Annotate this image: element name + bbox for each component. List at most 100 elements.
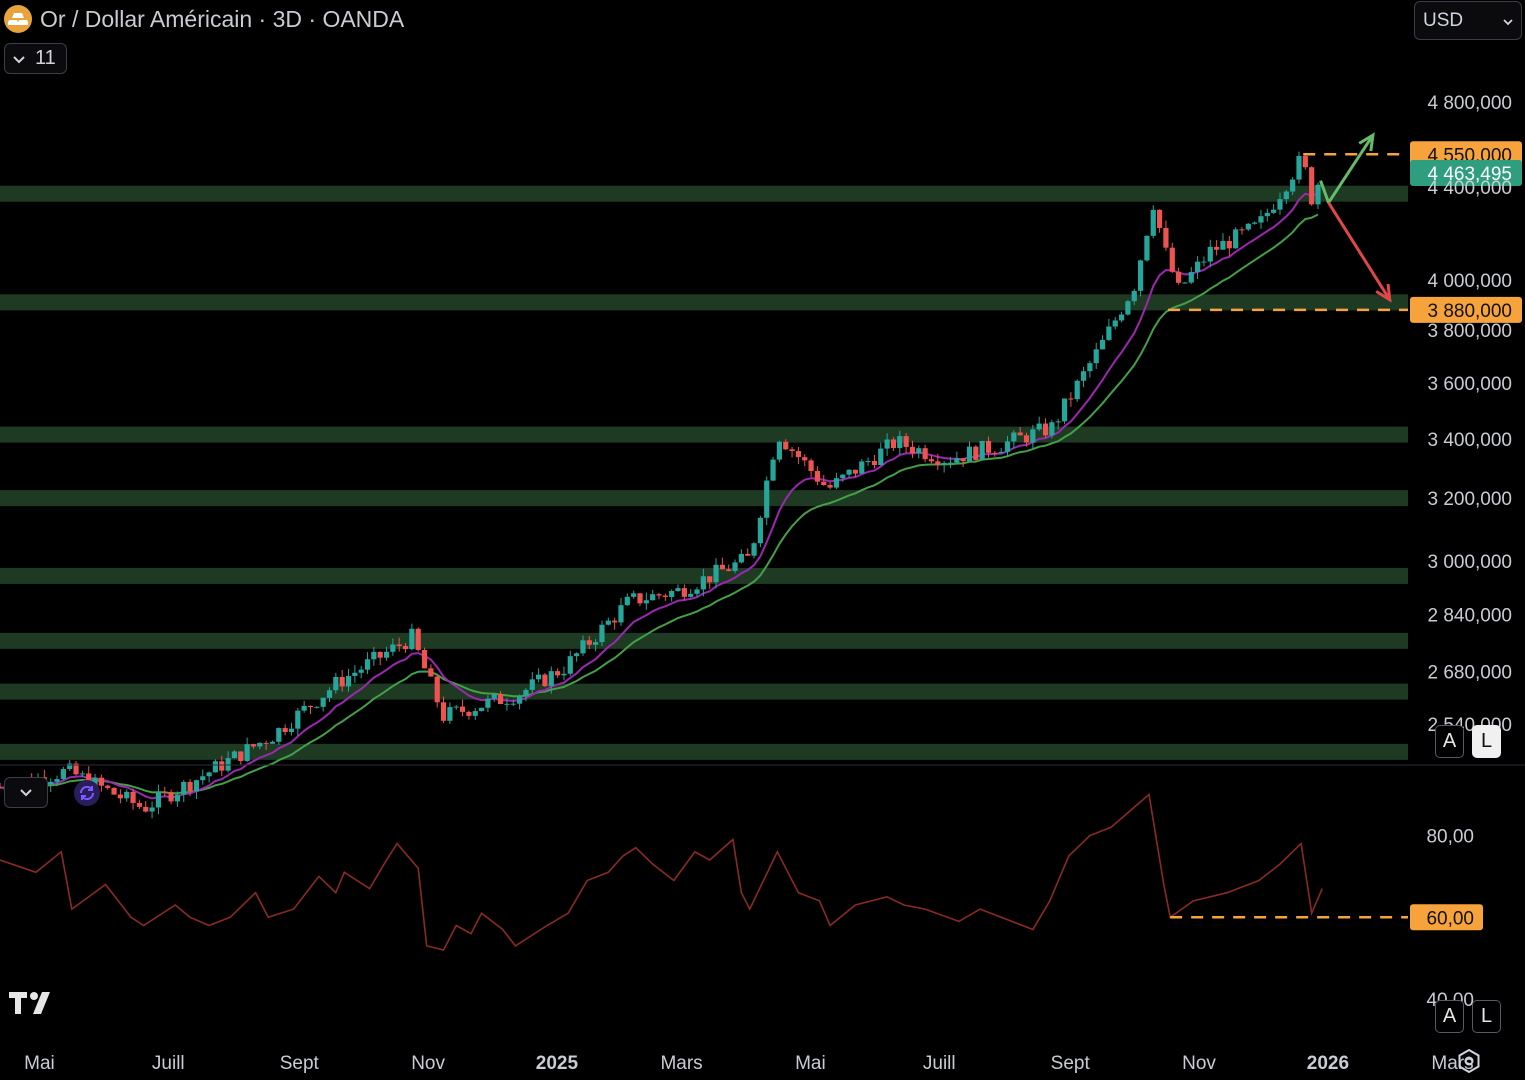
candle: [865, 457, 871, 466]
indicators-collapse-button[interactable]: 11: [4, 43, 67, 74]
candle: [352, 665, 358, 683]
candle-body: [377, 651, 383, 658]
candle-body: [770, 459, 776, 481]
candle: [276, 727, 282, 745]
candle-body: [193, 780, 200, 792]
candlestick-series: [0, 151, 1321, 819]
candle-body: [897, 436, 903, 449]
time-tick-label: Mars: [660, 1053, 702, 1074]
candle: [117, 789, 123, 804]
candle-body: [1106, 326, 1112, 340]
auto-scale-button[interactable]: A: [1435, 725, 1464, 758]
candle: [295, 708, 301, 736]
candle: [187, 779, 193, 796]
candle-body: [935, 461, 941, 466]
candle: [643, 592, 649, 610]
tradingview-logo[interactable]: [8, 990, 58, 1021]
level-label: 3 880,000: [1427, 301, 1512, 322]
pane-collapse-button[interactable]: [4, 777, 48, 808]
candle-body: [345, 675, 352, 687]
candle-body: [656, 594, 662, 596]
candle-body: [358, 669, 364, 673]
sr-zone: [0, 567, 1408, 584]
candle: [111, 787, 117, 795]
candle: [1004, 435, 1011, 458]
candle: [548, 666, 554, 694]
time-tick-label: Juill: [152, 1053, 185, 1074]
candle: [536, 668, 542, 683]
candle: [795, 446, 802, 465]
candle: [726, 564, 732, 572]
time-axis[interactable]: Mai Juill Sept Nov 2025 Mars Mai Juill Sept Nov 20…: [24, 1053, 1473, 1074]
chevron-down-icon: [1503, 10, 1513, 32]
candle: [561, 666, 567, 681]
rsi-auto-scale-button[interactable]: A: [1435, 1000, 1464, 1033]
sr-zone: [0, 632, 1408, 649]
sr-zone: [0, 426, 1408, 443]
candle-body: [586, 640, 592, 645]
candle-body: [1302, 155, 1308, 168]
candle: [383, 646, 390, 661]
candle-body: [320, 697, 326, 707]
time-tick-label: Sept: [1051, 1053, 1091, 1074]
candle-body: [985, 440, 992, 453]
candle-body: [263, 742, 269, 744]
candle: [871, 454, 878, 469]
candle-body: [1169, 247, 1175, 272]
candle-body: [536, 674, 542, 680]
settings-gear-icon[interactable]: [1456, 1048, 1482, 1079]
candle-body: [1068, 398, 1074, 400]
candle-body: [415, 628, 421, 650]
sr-zone: [0, 185, 1408, 202]
candle-body: [295, 710, 301, 729]
candle-body: [459, 706, 466, 712]
price-tick-label: 2 680,000: [1427, 662, 1512, 683]
level-label-box: [1410, 296, 1522, 323]
symbol-title[interactable]: Or / Dollar Américain · 3D · OANDA: [40, 6, 405, 32]
price-tick-label: 3 600,000: [1427, 374, 1512, 395]
candle: [269, 740, 276, 744]
rsi-pane: 60,00: [0, 792, 1483, 951]
candle-body: [1093, 349, 1099, 364]
currency-select[interactable]: USD: [1414, 1, 1522, 40]
candle-body: [1099, 339, 1106, 350]
candle-body: [1245, 223, 1251, 230]
candle-body: [719, 564, 725, 570]
candle: [656, 592, 662, 600]
sr-zone: [0, 683, 1408, 700]
candle-body: [821, 481, 827, 486]
rsi-log-scale-button[interactable]: L: [1472, 1000, 1501, 1033]
sync-icon[interactable]: [74, 780, 100, 806]
candle-body: [1188, 272, 1194, 283]
candle: [897, 430, 903, 455]
candle-body: [0, 787, 3, 789]
candle: [1277, 192, 1283, 215]
candle-body: [371, 651, 377, 660]
moving-averages: [0, 192, 1319, 800]
candle-body: [738, 553, 744, 563]
candle-body: [947, 462, 954, 464]
candle: [1118, 311, 1125, 323]
candle: [593, 639, 599, 652]
candle-body: [992, 452, 998, 454]
candle-body: [909, 446, 916, 454]
candle-body: [472, 711, 478, 716]
candle-body: [567, 656, 573, 674]
candle: [890, 437, 897, 452]
candle-body: [130, 791, 136, 803]
candle-body: [1150, 209, 1156, 236]
candle-body: [231, 751, 238, 759]
candle: [1239, 227, 1245, 235]
candle-body: [1233, 229, 1239, 249]
candle: [200, 769, 206, 785]
candle-body: [865, 461, 871, 463]
candle-body: [1226, 240, 1232, 249]
time-tick-label: 2025: [536, 1053, 579, 1074]
log-scale-button[interactable]: L: [1472, 725, 1501, 758]
candle-body: [200, 776, 206, 781]
candle: [1226, 235, 1232, 256]
candle-body: [675, 588, 681, 592]
candle: [599, 620, 605, 647]
